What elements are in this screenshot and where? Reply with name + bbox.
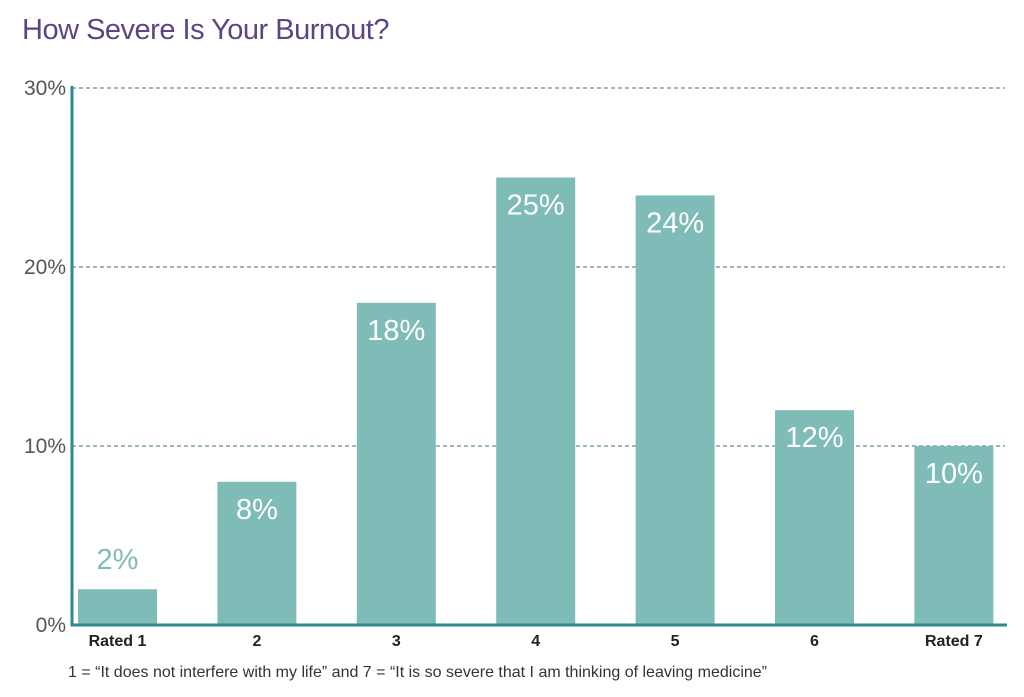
bars xyxy=(78,177,994,625)
x-tick-label: 2 xyxy=(252,633,261,650)
y-tick-label: 0% xyxy=(36,614,66,637)
bar xyxy=(356,302,436,625)
x-tick-label: 3 xyxy=(392,633,401,650)
y-tick-label: 10% xyxy=(24,435,66,458)
x-tick-label: Rated 1 xyxy=(89,633,147,650)
y-tick-label: 30% xyxy=(24,77,66,100)
data-label: 8% xyxy=(236,494,278,526)
bar xyxy=(78,589,157,625)
x-tick-label: 4 xyxy=(531,633,540,650)
data-label: 12% xyxy=(785,422,843,454)
data-label: 2% xyxy=(97,544,139,576)
data-labels: 2% 8% 18% 25% 24% 12% 10% xyxy=(97,190,983,577)
bar xyxy=(496,177,576,625)
x-tick-label: 5 xyxy=(671,633,680,650)
chart-footnote: 1 = “It does not interfere with my life”… xyxy=(68,664,767,681)
data-label: 24% xyxy=(646,207,704,239)
data-label: 10% xyxy=(925,458,983,490)
x-tick-labels: Rated 1 2 3 4 5 6 Rated 7 xyxy=(89,633,983,650)
bar xyxy=(775,410,854,625)
bar xyxy=(217,481,297,625)
data-label: 18% xyxy=(367,315,425,347)
x-tick-label: Rated 7 xyxy=(925,633,983,650)
y-tick-label: 20% xyxy=(24,256,66,279)
bar xyxy=(635,195,715,625)
x-tick-label: 6 xyxy=(810,633,819,650)
bar xyxy=(914,446,994,625)
y-tick-labels: 0% 10% 20% 30% xyxy=(24,77,66,637)
axes xyxy=(70,86,1007,627)
data-label: 25% xyxy=(507,190,565,222)
chart-title: How Severe Is Your Burnout? xyxy=(22,14,389,46)
